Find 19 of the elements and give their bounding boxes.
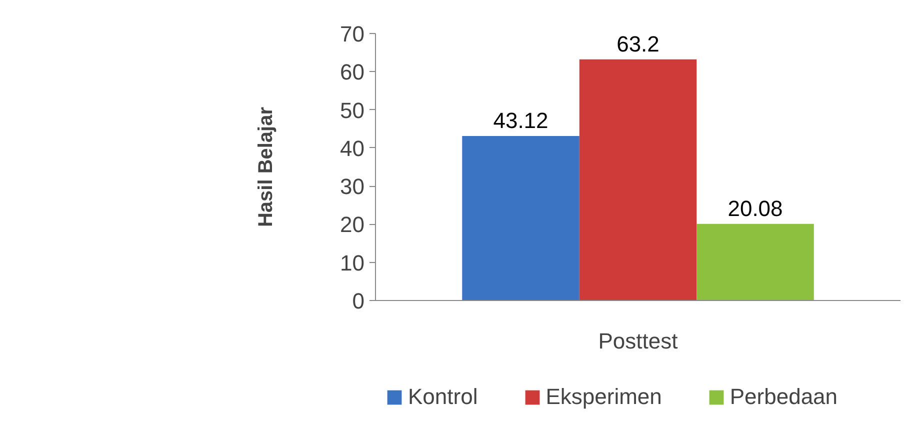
data-label: 43.12 (493, 108, 548, 134)
y-tick-label: 70 (340, 22, 365, 46)
data-label: 63.2 (616, 31, 660, 56)
x-tick-label: Posttest (598, 328, 678, 354)
y-tick-label: 10 (340, 250, 365, 276)
data-label: 20.08 (728, 196, 783, 221)
y-tick-label: 20 (340, 212, 365, 238)
y-tick-label: 40 (340, 136, 365, 161)
legend-label: Eksperimen (546, 384, 662, 410)
legend-label: Kontrol (408, 384, 478, 410)
bar (696, 224, 814, 300)
bar (579, 59, 697, 300)
legend-label: Perbedaan (730, 384, 838, 410)
y-tick-label: 30 (340, 174, 365, 200)
y-tick-label: 60 (340, 60, 365, 85)
y-tick-label: 0 (352, 288, 365, 314)
y-axis-title: Hasil Belajar (255, 106, 278, 228)
bar (462, 136, 580, 300)
y-tick-label: 50 (340, 98, 365, 123)
